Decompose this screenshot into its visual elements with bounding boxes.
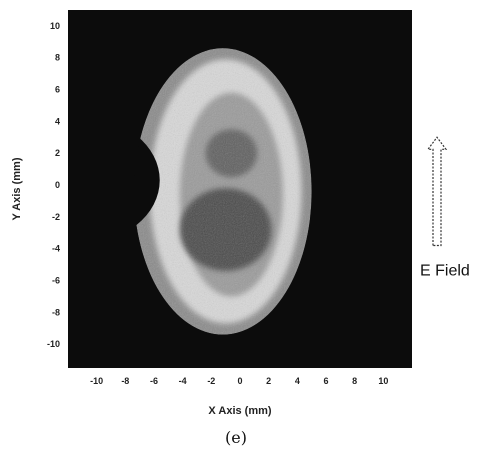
y-tick-label: -10 <box>47 339 60 349</box>
e-field-label: E Field <box>420 262 470 279</box>
y-tick-label: 10 <box>50 21 60 31</box>
x-tick-label: 8 <box>352 376 357 386</box>
y-tick-label: -8 <box>52 307 60 317</box>
x-tick-label: 10 <box>378 376 388 386</box>
y-tick-label: -4 <box>52 244 60 254</box>
x-tick-label: -2 <box>207 376 215 386</box>
x-tick-label: -4 <box>179 376 187 386</box>
y-tick-label: 4 <box>55 116 60 126</box>
x-axis-label: X Axis (mm) <box>208 405 272 417</box>
figure-caption: (e) <box>225 428 247 447</box>
y-axis-label: Y Axis (mm) <box>11 157 23 220</box>
x-tick-labels: -10 -8 -6 -4 -2 0 2 4 6 8 10 <box>90 376 388 386</box>
y-tick-label: -2 <box>52 212 60 222</box>
x-tick-label: -10 <box>90 376 103 386</box>
x-tick-label: 4 <box>295 376 300 386</box>
e-field-arrow-icon <box>426 136 448 247</box>
y-tick-label: 2 <box>55 148 60 158</box>
x-tick-label: 2 <box>266 376 271 386</box>
x-tick-label: -6 <box>150 376 158 386</box>
e-field-annotation: E Field <box>420 136 470 279</box>
x-tick-label: -8 <box>121 376 129 386</box>
y-tick-labels: 10 8 6 4 2 0 -2 -4 -6 -8 -10 <box>47 21 60 349</box>
halo-outer-mask <box>68 10 412 368</box>
y-tick-label: 8 <box>55 53 60 63</box>
x-tick-label: 0 <box>237 376 242 386</box>
intensity-pattern <box>68 10 412 368</box>
x-tick-label: 6 <box>323 376 328 386</box>
y-tick-label: 0 <box>55 180 60 190</box>
y-tick-label: 6 <box>55 85 60 95</box>
y-tick-label: -6 <box>52 275 60 285</box>
